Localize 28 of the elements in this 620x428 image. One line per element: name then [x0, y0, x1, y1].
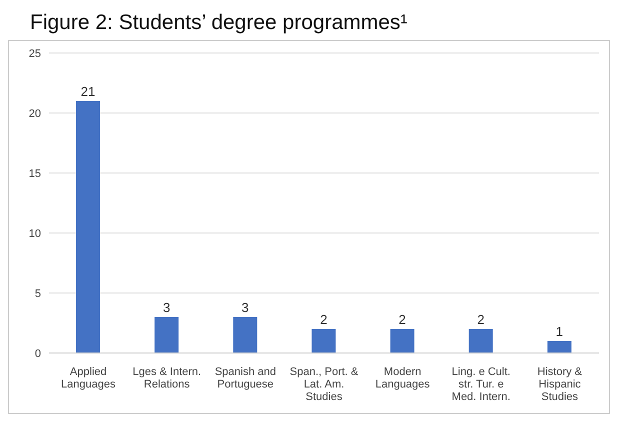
y-tick-label: 0	[34, 348, 41, 360]
x-tick-label: Lges & Intern. Relations	[132, 366, 202, 391]
bar	[233, 317, 258, 353]
y-tick-label: 25	[28, 48, 41, 60]
y-tick-label: 15	[28, 168, 41, 180]
x-tick-label: Applied Languages	[61, 366, 116, 391]
chart-title: Figure 2: Students’ degree programmes¹	[29, 10, 408, 36]
data-label: 1	[556, 324, 564, 339]
x-tick-label: Modern Languages	[375, 366, 430, 391]
bar	[390, 329, 414, 353]
y-tick-label: 10	[28, 228, 41, 240]
data-label: 2	[398, 312, 406, 327]
bar	[76, 101, 100, 353]
x-tick-label: Span., Port. & Lat. Am. Studies	[290, 366, 359, 404]
x-tick-label: History & Hispanic Studies	[537, 366, 583, 404]
bar	[547, 341, 572, 353]
x-tick-label: Spanish and Portuguese	[214, 366, 276, 391]
bar	[154, 317, 179, 353]
bar	[312, 329, 336, 353]
data-label: 21	[80, 84, 96, 99]
data-label: 2	[320, 312, 328, 327]
y-tick-label: 5	[34, 288, 41, 300]
x-tick-label: Ling. e Cult. str. Tur. e Med. Intern.	[452, 366, 510, 404]
data-label: 2	[477, 312, 484, 327]
y-tick-label: 20	[28, 108, 41, 120]
data-label: 3	[242, 300, 249, 315]
data-label: 3	[162, 300, 170, 315]
bar	[468, 329, 493, 353]
